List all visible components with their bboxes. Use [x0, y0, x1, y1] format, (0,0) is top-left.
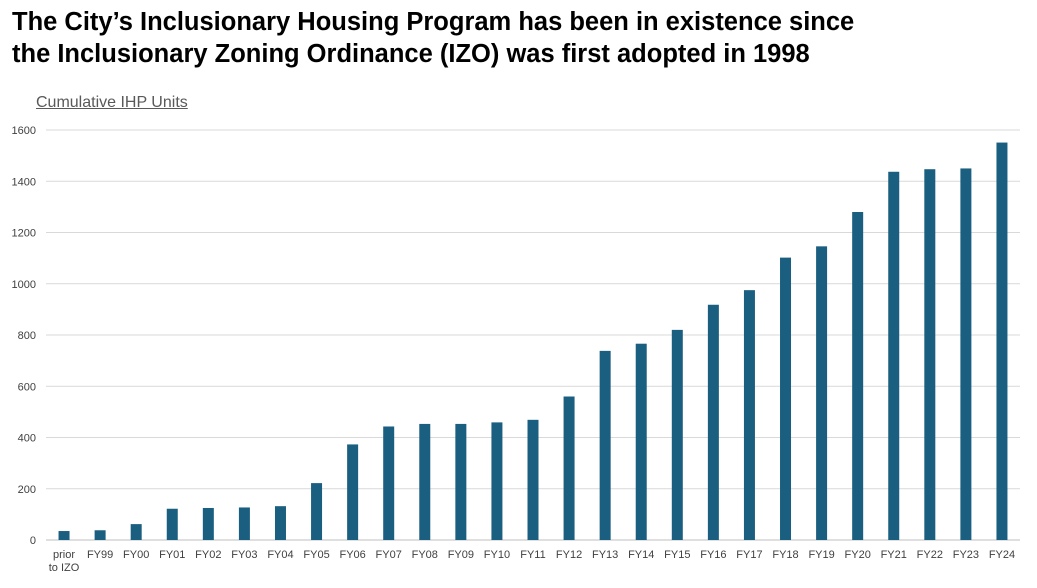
y-tick-label: 400 [18, 433, 36, 445]
x-tick-label: FY14 [628, 549, 654, 561]
x-tick-label: FY04 [267, 549, 293, 561]
x-tick-label: FY18 [772, 549, 798, 561]
x-tick-label: FY21 [881, 549, 907, 561]
x-tick-label: FY15 [664, 549, 690, 561]
bar [635, 343, 647, 540]
x-tick-label: FY17 [736, 549, 762, 561]
bar [347, 444, 359, 540]
x-tick-label: FY03 [231, 549, 257, 561]
x-tick-label: FY16 [700, 549, 726, 561]
x-tick-label: FY99 [87, 549, 113, 561]
y-tick-label: 1000 [12, 279, 36, 291]
bar [743, 290, 755, 540]
bar [58, 531, 70, 540]
x-tick-label: FY07 [376, 549, 402, 561]
y-tick-label: 1400 [12, 176, 36, 188]
x-tick-label: FY09 [448, 549, 474, 561]
x-tick-label: FY02 [195, 549, 221, 561]
bar [94, 530, 106, 540]
x-tick-label: FY23 [953, 549, 979, 561]
chart-title: Cumulative IHP Units [36, 94, 188, 111]
x-tick-label: FY19 [808, 549, 834, 561]
x-tick-label: FY00 [123, 549, 149, 561]
bar [238, 507, 250, 540]
bar [491, 422, 503, 540]
headline-line-2: the Inclusionary Zoning Ordinance (IZO) … [12, 40, 810, 68]
x-tick-label: FY11 [520, 549, 545, 561]
y-tick-label: 0 [30, 535, 36, 547]
bar [383, 426, 395, 540]
bar [166, 508, 178, 540]
x-tick-label: FY12 [556, 549, 582, 561]
bar [960, 168, 972, 540]
x-tick-label: FY01 [159, 549, 185, 561]
x-tick-label: FY10 [484, 549, 510, 561]
x-tick-label: FY22 [917, 549, 943, 561]
x-tick-label: FY24 [989, 549, 1015, 561]
x-tick-label: FY13 [592, 549, 618, 561]
x-tick-label: prior to IZO [49, 549, 80, 574]
x-tick-label: FY05 [303, 549, 329, 561]
bar [563, 396, 575, 540]
bar [780, 257, 792, 540]
y-tick-label: 1600 [12, 125, 36, 137]
bar [924, 169, 936, 541]
y-tick-label: 1200 [12, 228, 36, 240]
bar [419, 423, 431, 540]
bar [527, 419, 539, 540]
x-tick-label: FY06 [339, 549, 365, 561]
bar [671, 329, 683, 540]
bar [311, 483, 323, 540]
bar [852, 212, 864, 540]
bar [455, 423, 467, 540]
headline-line-1: The City’s Inclusionary Housing Program … [12, 8, 855, 36]
bar [707, 304, 719, 540]
x-tick-label: FY08 [412, 549, 438, 561]
bar [599, 350, 611, 540]
bar [888, 171, 900, 541]
bar [816, 246, 828, 540]
bar [274, 506, 286, 540]
bar [202, 507, 214, 540]
y-tick-label: 200 [18, 484, 36, 496]
y-tick-label: 600 [18, 381, 36, 393]
x-tick-label: FY20 [845, 549, 871, 561]
bar [996, 142, 1008, 540]
bar [130, 524, 142, 540]
y-tick-label: 800 [18, 330, 36, 342]
headline: The City’s Inclusionary Housing Program … [12, 6, 1022, 70]
